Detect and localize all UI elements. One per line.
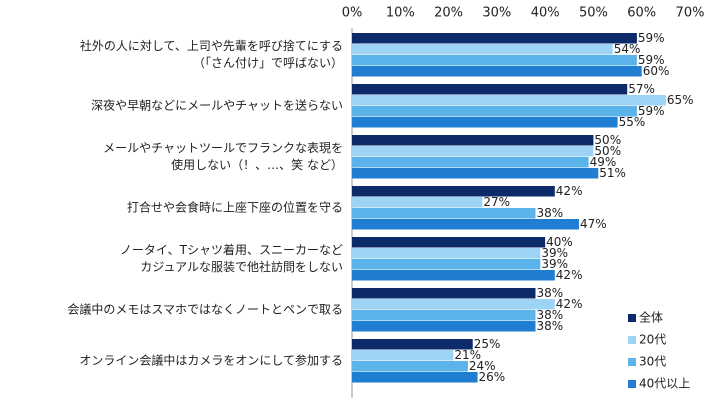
value-label: 49% [590,155,617,169]
value-label: 38% [536,206,563,220]
bar [352,186,555,197]
value-label: 55% [619,115,646,129]
category-label: （「さん付け」で呼ばない） [193,56,343,70]
legend-label: 30代 [639,355,666,369]
legend-swatch [628,358,636,366]
value-label: 59% [638,53,665,67]
x-tick-label: 20% [434,6,463,21]
value-label: 65% [667,93,694,107]
legend-swatch [628,336,636,344]
legend-swatch [628,380,636,388]
bar [352,197,483,208]
x-tick-label: 30% [482,6,511,21]
bar [352,66,642,77]
x-tick-label: 60% [627,6,656,21]
x-tick-label: 10% [386,6,415,21]
bar [352,259,541,270]
bar [352,299,555,310]
value-label: 40% [546,235,573,249]
value-label: 50% [594,144,621,158]
value-label: 50% [594,133,621,147]
bar [352,237,546,248]
bar [352,117,618,128]
value-label: 27% [483,195,510,209]
bar [352,106,637,117]
bar [352,310,536,321]
value-label: 24% [469,359,496,373]
bar [352,361,468,372]
value-label: 42% [556,268,583,282]
legend-label: 全体 [639,310,663,325]
category-label: 使用しない（！、…、笑 など） [171,157,343,172]
value-label: 42% [556,184,583,198]
value-label: 57% [628,82,655,96]
bar [352,95,666,106]
category-label: カジュアルな服装で他社訪問をしない [140,259,343,274]
bar [352,270,555,281]
category-label: メールやチャットツールでフランクな表現を [103,141,343,155]
bar [352,84,628,95]
bar [352,33,637,44]
value-label: 25% [474,337,501,351]
x-tick-label: 40% [531,6,560,21]
value-label: 54% [614,42,641,56]
bar [352,219,579,230]
value-label: 21% [454,348,481,362]
bar [352,208,536,219]
value-label: 39% [541,257,568,271]
value-label: 47% [580,217,607,231]
x-tick-label: 50% [579,6,608,21]
bar [352,350,454,361]
category-label: 会議中のメモはスマホではなくノートとペンで取る [67,302,343,317]
bar [352,157,589,168]
legend-label: 20代 [639,333,666,347]
bar [352,44,613,55]
value-label: 42% [556,297,583,311]
bar [352,248,541,259]
bar [352,321,536,332]
category-label: 深夜や早朝などにメールやチャットを送らない [91,98,343,113]
bar [352,55,637,66]
category-label: 社外の人に対して、上司や先輩を呼び捨てにする [80,38,343,53]
value-label: 39% [541,246,568,260]
value-label: 38% [536,308,563,322]
bar [352,135,594,146]
x-tick-label: 0% [342,6,363,21]
category-label: オンライン会議中はカメラをオンにして参加する [79,353,343,368]
value-label: 60% [643,64,670,78]
bar [352,168,599,179]
value-label: 26% [479,370,506,384]
category-label: 打合せや会食時に上座下座の位置を守る [127,200,343,215]
x-tick-label: 70% [676,6,705,21]
value-label: 38% [536,319,563,333]
value-label: 51% [599,166,626,180]
bar [352,339,473,350]
value-label: 59% [638,104,665,118]
value-label: 59% [638,31,665,45]
value-label: 38% [536,286,563,300]
bar [352,146,594,157]
legend-swatch [628,314,636,322]
legend-label: 40代以上 [639,377,690,391]
category-label: ノータイ、Tシャツ着用、スニーカーなど [120,242,343,257]
bar [352,372,478,383]
bar [352,288,536,299]
